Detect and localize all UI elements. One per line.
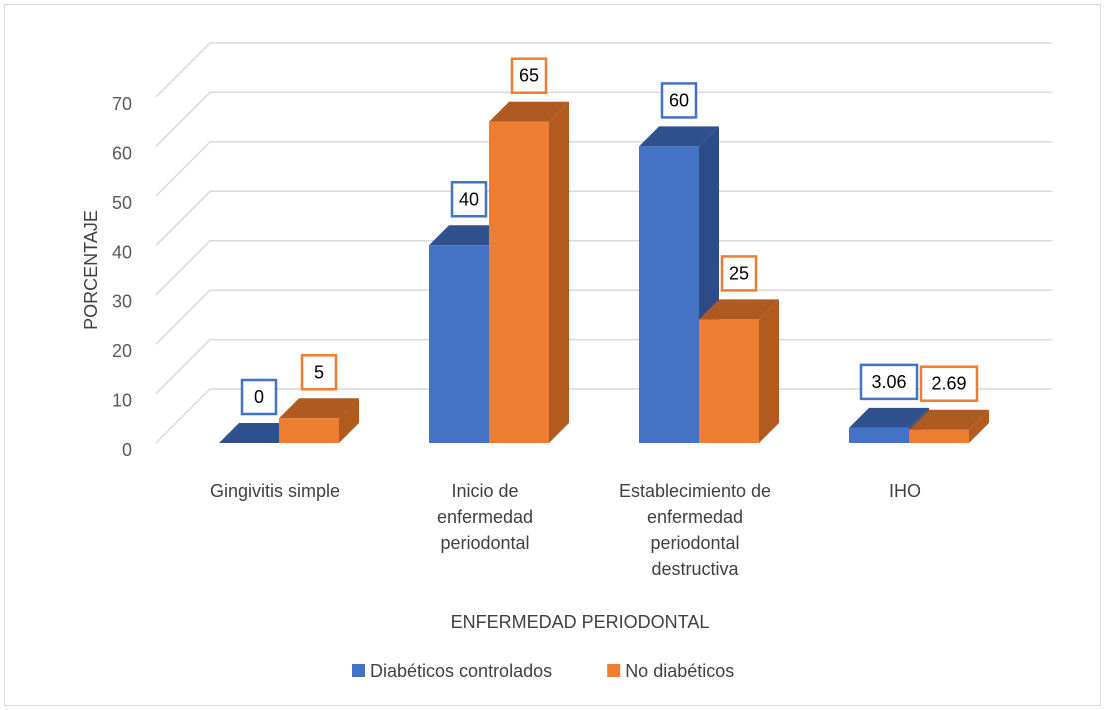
data-label-text: 2.69 [931,374,966,394]
bar-front [279,418,339,443]
bar-front [489,121,549,443]
data-label-box [240,378,278,416]
x-axis-categories: Gingivitis simple Inicio de enfermedad peri… [210,481,921,579]
legend-swatch [607,664,621,677]
bar-side [549,101,569,443]
bar [279,398,359,443]
data-label: 60 [660,82,698,119]
legend-label: No diabéticos [625,661,734,681]
x-category-label: Gingivitis simple [210,481,340,501]
data-label-text: 3.06 [871,372,906,392]
gridline [155,42,1052,98]
legend-item: Diabéticos controlados [352,661,552,681]
y-tick-label: 10 [112,391,132,411]
bar-front [849,427,909,443]
bar-top [489,101,569,122]
data-label-box [510,57,548,94]
data-label-box [450,181,488,218]
data-label: 2.69 [919,365,979,402]
y-tick-label: 60 [112,143,132,163]
bar-side [339,398,359,443]
y-tick-label: 40 [112,242,132,262]
x-category-label: IHO [889,481,921,501]
bar-top [909,409,989,430]
bar-front [699,319,759,443]
bar [699,299,779,443]
gridline [155,289,1052,345]
y-tick-label: 20 [112,341,132,361]
gridline [155,91,1052,147]
data-label-box [300,354,338,391]
y-tick-label: 0 [122,440,132,460]
y-axis-ticks: 0 10 20 30 40 50 60 70 [112,94,132,460]
bar-top [639,126,719,147]
legend-swatch [352,664,365,677]
gridline [155,141,1052,197]
data-label: 40 [450,181,488,218]
gridline [155,239,1052,296]
bar-front [429,245,489,443]
data-label-text: 5 [314,362,324,382]
data-label-text: 60 [669,90,689,110]
legend-label: Diabéticos controlados [370,661,552,681]
data-label-text: 40 [459,189,479,209]
x-category-label: Inicio de enfermedad periodontal [437,481,533,553]
y-tick-label: 50 [112,193,132,213]
x-axis-title: ENFERMEDAD PERIODONTAL [451,612,710,632]
data-label-box [660,82,698,119]
bar-side [969,409,989,443]
legend: Diabéticos controlados No diabéticos [352,661,734,681]
data-label: 0 [240,378,278,416]
gridline [155,190,1052,246]
legend-item: No diabéticos [607,661,734,681]
data-label: 65 [510,57,548,94]
y-axis-title: PORCENTAJE [81,210,101,330]
data-label: 25 [720,255,758,292]
data-label-box [720,255,758,292]
y-tick-label: 70 [112,94,132,114]
bar-top [279,398,359,419]
data-label-box [859,363,919,401]
data-label-box [919,365,979,402]
data-label-text: 0 [254,387,264,407]
bar-front [639,146,699,443]
x-category-label: Establecimiento de enfermedad periodontal d… [619,481,771,579]
data-label-text: 25 [729,263,749,283]
data-label: 3.06 [859,363,919,401]
bar [909,409,989,443]
bar-side [759,299,779,443]
bar-top [849,407,929,428]
bars: 0 40 60 3.06 5 65 25 2.69 [219,57,989,443]
bar [489,101,569,443]
data-label-text: 65 [519,66,539,86]
y-tick-label: 30 [112,292,132,312]
data-label: 5 [300,354,338,391]
bar-front [909,429,969,443]
bar-top [699,299,779,320]
